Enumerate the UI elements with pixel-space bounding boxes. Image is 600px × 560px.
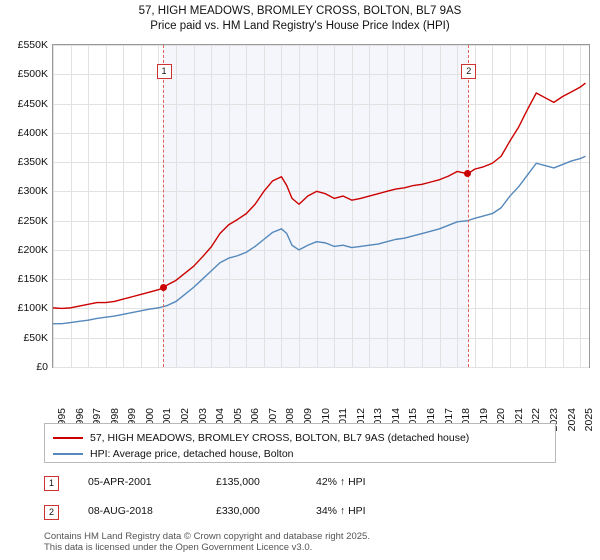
gridline-v xyxy=(351,45,353,367)
gridline-v xyxy=(246,45,248,367)
gridline-v xyxy=(193,45,195,367)
y-tick-label: £350K xyxy=(17,156,48,169)
y-tick-label: £300K xyxy=(17,185,48,198)
gridline-v xyxy=(88,45,90,367)
event-point-2 xyxy=(464,170,472,178)
x-axis-labels: 1995 1996 1997 1998 1999 2000 2001 2002 2003 2004… xyxy=(52,370,595,431)
series-line xyxy=(53,82,586,310)
footer-line-1: Contains HM Land Registry data © Crown c… xyxy=(44,531,370,542)
event-hpi-1: 42% ↑ HPI xyxy=(316,476,366,488)
y-tick-label: £200K xyxy=(17,243,48,256)
gridline-h xyxy=(53,220,589,222)
x-tick-label: 2025 xyxy=(583,408,596,432)
legend-swatch-property xyxy=(53,437,83,440)
gridline-h xyxy=(53,249,589,251)
gridline-h xyxy=(53,103,589,105)
event-date-1: 05-APR-2001 xyxy=(88,476,152,488)
gridline-h xyxy=(53,45,589,46)
footer-line-2: This data is licensed under the Open Gov… xyxy=(44,542,313,553)
gridline-v xyxy=(123,45,125,367)
footer: Contains HM Land Registry data © Crown c… xyxy=(44,531,584,553)
gridline-v xyxy=(105,45,107,367)
gridline-v xyxy=(457,45,459,367)
y-tick-label: £150K xyxy=(17,273,48,286)
title-line-2: Price paid vs. HM Land Registry's House … xyxy=(150,20,450,32)
gridline-v xyxy=(386,45,388,367)
gridline-h xyxy=(53,337,589,339)
gridline-v xyxy=(562,45,564,367)
gridline-v xyxy=(140,45,142,367)
y-tick-label: £0 xyxy=(36,361,48,373)
legend-label-hpi: HPI: Average price, detached house, Bolt… xyxy=(90,448,294,460)
event-hpi-2: 34% ↑ HPI xyxy=(316,505,366,517)
gridline-v xyxy=(53,45,54,367)
page-title: 57, HIGH MEADOWS, BROMLEY CROSS, BOLTON,… xyxy=(0,4,600,34)
event-span-shading xyxy=(163,45,468,367)
gridline-v xyxy=(369,45,371,367)
y-tick-label: £550K xyxy=(17,39,48,51)
gridline-v xyxy=(422,45,424,367)
y-axis-labels: £0 £50K £100K £150K £200K £250K £300K £350K £400… xyxy=(0,39,48,373)
gridline-v xyxy=(281,45,283,367)
chart-legend: 57, HIGH MEADOWS, BROMLEY CROSS, BOLTON,… xyxy=(44,423,556,463)
y-tick-label: £450K xyxy=(17,97,48,110)
event-price-1: £135,000 xyxy=(216,476,260,488)
gridline-h xyxy=(53,308,589,310)
y-tick-label: £500K xyxy=(17,68,48,81)
gridline-v xyxy=(316,45,318,367)
gridline-v xyxy=(474,45,476,367)
event-price-2: £330,000 xyxy=(216,505,260,517)
y-tick-label: £250K xyxy=(17,214,48,227)
legend-swatch-hpi xyxy=(53,453,83,456)
gridline-h xyxy=(53,132,589,134)
gridline-v xyxy=(439,45,441,367)
series-line xyxy=(53,155,586,325)
gridline-h xyxy=(53,162,589,164)
legend-item-hpi: HPI: Average price, detached house, Bolt… xyxy=(53,447,294,461)
event-point-1 xyxy=(159,284,167,292)
y-tick-label: £400K xyxy=(17,126,48,139)
event-line-2 xyxy=(467,45,470,367)
event-date-2: 08-AUG-2018 xyxy=(88,505,153,517)
gridline-v xyxy=(176,45,178,367)
gridline-v xyxy=(299,45,301,367)
gridline-v xyxy=(211,45,213,367)
gridline-v xyxy=(404,45,406,367)
gridline-v xyxy=(527,45,529,367)
gridline-h xyxy=(53,74,589,76)
legend-item-property: 57, HIGH MEADOWS, BROMLEY CROSS, BOLTON,… xyxy=(53,431,469,445)
event-line-1 xyxy=(163,45,165,367)
y-tick-label: £100K xyxy=(17,302,48,315)
event-marker-2: 2 xyxy=(44,505,59,520)
gridline-v xyxy=(545,45,547,367)
x-tick-label: 2024 xyxy=(565,408,578,432)
title-line-1: 57, HIGH MEADOWS, BROMLEY CROSS, BOLTON,… xyxy=(138,5,462,17)
gridline-v xyxy=(70,45,72,367)
gridline-v xyxy=(580,45,582,367)
gridline-v xyxy=(492,45,494,367)
event-marker-1: 1 xyxy=(44,476,59,491)
legend-label-property: 57, HIGH MEADOWS, BROMLEY CROSS, BOLTON,… xyxy=(90,432,470,444)
event-badge-1: 1 xyxy=(156,64,172,79)
series-lines xyxy=(53,82,586,325)
gridline-v xyxy=(334,45,336,367)
y-tick-label: £50K xyxy=(23,331,48,344)
gridline-h xyxy=(53,367,589,368)
gridline-v xyxy=(228,45,230,367)
gridline-v xyxy=(263,45,265,367)
event-badge-2: 2 xyxy=(461,64,477,79)
gridline-v xyxy=(158,45,160,367)
gridline-v xyxy=(509,45,511,367)
gridline-h xyxy=(53,279,589,281)
